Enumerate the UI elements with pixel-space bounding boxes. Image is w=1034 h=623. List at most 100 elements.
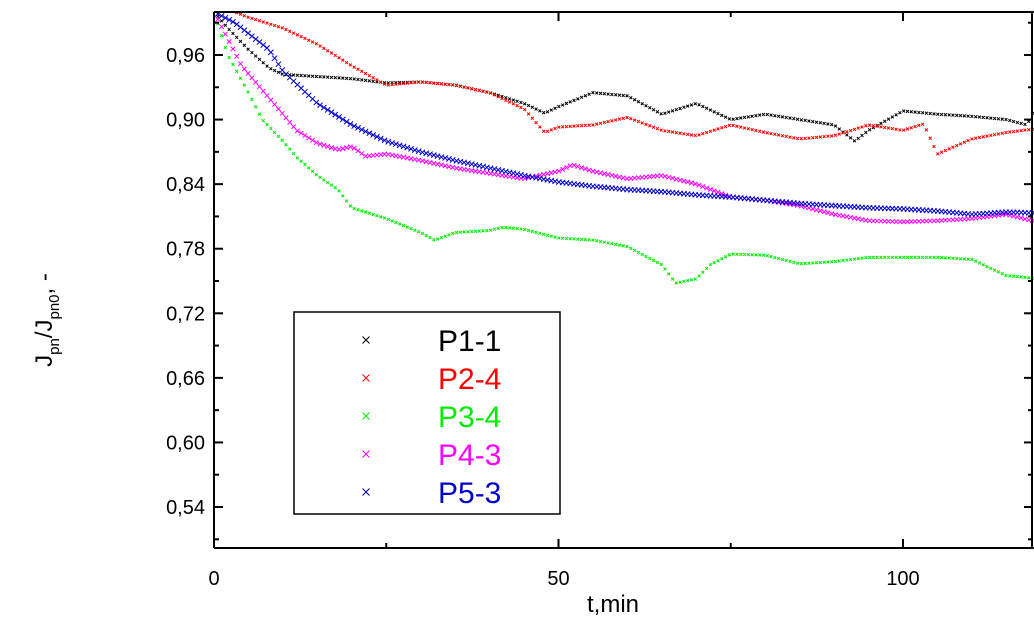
- data-point: [966, 114, 970, 118]
- data-point: [792, 136, 796, 140]
- data-point: [241, 66, 247, 72]
- data-point: [598, 121, 603, 126]
- data-point: [545, 233, 550, 237]
- data-point: [450, 164, 456, 171]
- data-point: [727, 253, 732, 257]
- data-point: [454, 83, 459, 88]
- data-point: [390, 82, 394, 87]
- data-point: [545, 110, 550, 114]
- data-point: [807, 119, 811, 123]
- data-point: [716, 127, 720, 131]
- data-point: [985, 116, 989, 120]
- data-point: [870, 218, 876, 224]
- data-point: [916, 218, 922, 224]
- data-point: [303, 36, 307, 41]
- data-point: [355, 148, 361, 154]
- data-point: [632, 97, 637, 102]
- data-point: [648, 106, 652, 110]
- data-point: [572, 98, 576, 103]
- data-point: [237, 24, 244, 31]
- data-point: [268, 97, 274, 103]
- data-point: [325, 180, 330, 185]
- data-point: [750, 114, 754, 118]
- legend-label: P4-3: [438, 439, 501, 472]
- data-point: [253, 54, 258, 58]
- data-point: [973, 259, 978, 264]
- data-point: [723, 124, 728, 129]
- data-point: [416, 80, 421, 84]
- data-point: [810, 135, 815, 140]
- x-tick-label: 50: [547, 568, 569, 590]
- data-point: [272, 130, 277, 135]
- data-point: [438, 162, 444, 168]
- data-point: [810, 261, 815, 265]
- data-point: [1019, 275, 1023, 279]
- data-point: [602, 91, 607, 96]
- data-point: [954, 143, 959, 148]
- data-point: [678, 280, 682, 284]
- x-tick-label: 0: [208, 568, 219, 590]
- data-point: [742, 126, 747, 130]
- data-point: [693, 277, 698, 281]
- data-point: [564, 124, 569, 129]
- data-point: [222, 31, 228, 37]
- data-point: [279, 110, 285, 116]
- data-point: [241, 27, 248, 34]
- data-point: [629, 95, 633, 100]
- data-point: [780, 115, 785, 119]
- data-point: [886, 255, 891, 260]
- data-point: [864, 130, 868, 135]
- data-point: [621, 116, 626, 121]
- data-point: [697, 274, 701, 278]
- data-point: [511, 102, 516, 106]
- data-point: [492, 93, 497, 97]
- data-point: [985, 134, 989, 138]
- data-point: [423, 159, 429, 165]
- data-point: [314, 172, 319, 177]
- data-point: [829, 260, 834, 264]
- data-point: [682, 279, 686, 284]
- data-point: [541, 110, 546, 115]
- data-point: [404, 155, 410, 161]
- data-point: [1015, 120, 1020, 125]
- data-point: [280, 138, 284, 143]
- data-point: [871, 255, 876, 260]
- data-point: [875, 255, 879, 260]
- data-point: [306, 135, 312, 141]
- data-point: [230, 46, 236, 52]
- data-point: [674, 281, 679, 285]
- data-point: [613, 118, 618, 122]
- y-tick-label: 0,96: [166, 45, 205, 67]
- data-point: [601, 171, 607, 177]
- data-point: [648, 124, 652, 128]
- data-point: [336, 146, 342, 153]
- data-point: [572, 237, 576, 241]
- data-point: [829, 211, 835, 217]
- data-point: [644, 254, 648, 259]
- data-point: [341, 58, 345, 62]
- data-point: [673, 176, 679, 182]
- data-point: [700, 184, 706, 190]
- data-point: [658, 173, 664, 179]
- data-point: [560, 236, 565, 240]
- data-point: [826, 122, 830, 126]
- data-point: [1011, 274, 1016, 279]
- data-point: [973, 136, 978, 140]
- data-point: [943, 148, 948, 153]
- data-point: [519, 105, 523, 110]
- data-point: [856, 126, 860, 130]
- data-point: [223, 23, 228, 28]
- y-tick-label: 0,84: [166, 174, 205, 196]
- data-point: [339, 116, 346, 123]
- data-point: [576, 97, 580, 101]
- data-point: [632, 248, 637, 253]
- data-point: [620, 175, 626, 181]
- data-point: [735, 116, 739, 121]
- data-point: [606, 119, 610, 124]
- data-point: [450, 83, 455, 87]
- data-point: [681, 178, 687, 184]
- data-point: [917, 255, 921, 260]
- data-point: [1003, 211, 1009, 217]
- data-point: [909, 125, 914, 130]
- data-point: [757, 129, 762, 134]
